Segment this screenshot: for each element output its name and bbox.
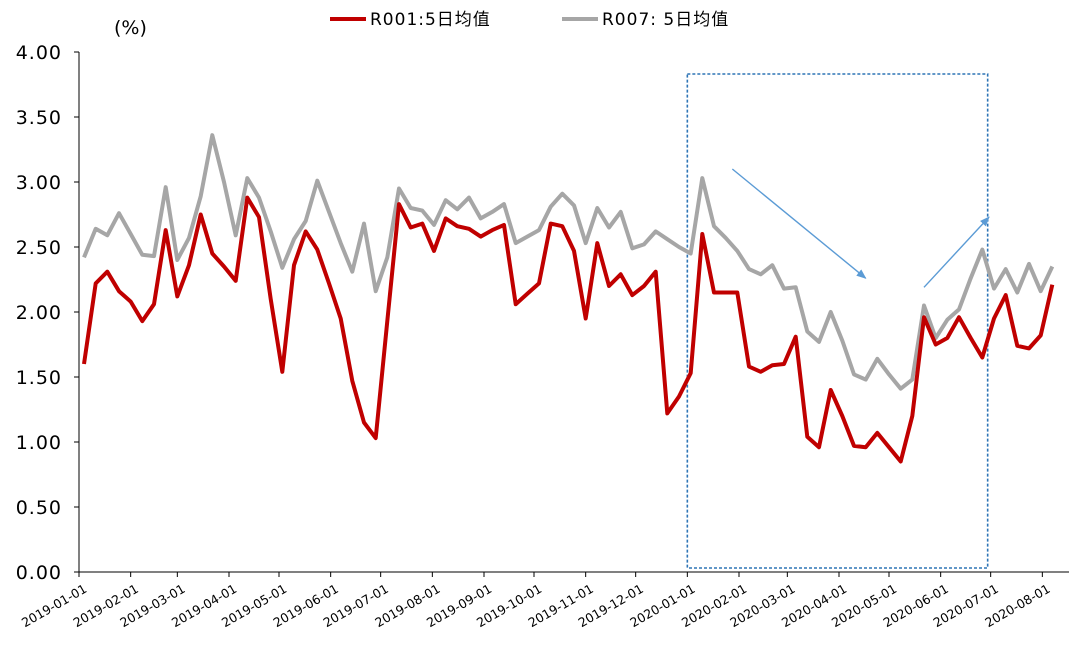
y-tick-label: 1.00 bbox=[16, 432, 62, 454]
legend: R001:5日均值 R007: 5日均值 bbox=[330, 10, 729, 30]
y-tick-label: 2.00 bbox=[16, 302, 62, 324]
y-tick-label: 0.50 bbox=[16, 497, 62, 519]
y-tick-label: 1.50 bbox=[16, 367, 62, 389]
y-tick-label: 0.00 bbox=[16, 562, 62, 584]
plot-area: 0.000.501.001.502.002.503.003.504.002019… bbox=[16, 42, 1069, 630]
trend-arrow-up bbox=[923, 216, 990, 288]
y-tick-label: 3.50 bbox=[16, 107, 62, 129]
y-axis-unit-label: (%) bbox=[114, 17, 147, 39]
legend-label-r001: R001:5日均值 bbox=[370, 10, 491, 30]
y-tick-label: 4.00 bbox=[16, 42, 62, 64]
trend-arrow-down bbox=[731, 168, 867, 279]
y-tick-label: 2.50 bbox=[16, 237, 62, 259]
y-tick-label: 3.00 bbox=[16, 172, 62, 194]
legend-label-r007: R007: 5日均值 bbox=[602, 10, 729, 30]
highlight-box bbox=[686, 73, 989, 569]
series-line-r007 bbox=[82, 133, 1055, 391]
series-line-r001 bbox=[82, 195, 1055, 464]
